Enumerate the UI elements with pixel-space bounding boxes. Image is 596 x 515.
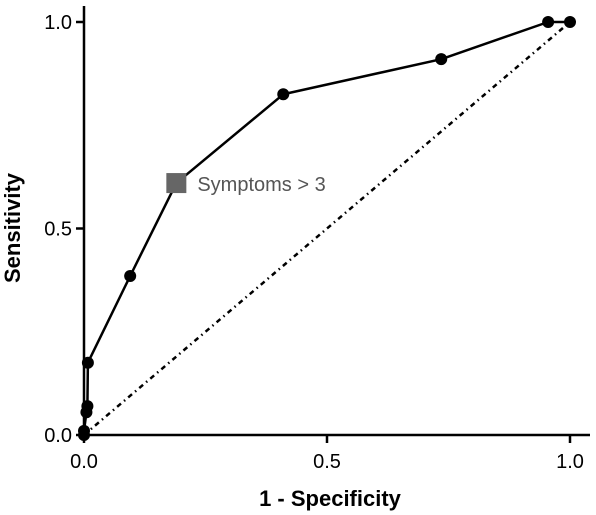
data-point (542, 16, 555, 28)
data-point (81, 356, 94, 369)
data-point (277, 88, 290, 101)
y-tick-label: 0.0 (44, 425, 72, 447)
data-point (435, 53, 448, 66)
roc-series (78, 16, 576, 441)
data-point (564, 16, 576, 28)
x-tick-label: 1.0 (556, 451, 584, 473)
highlight-group: Symptoms > 3 (166, 173, 326, 196)
diagonal-reference-line (83, 21, 571, 436)
y-axis-title: Sensitivity (0, 172, 25, 283)
y-tick-label: 0.5 (44, 219, 72, 241)
x-tick-label: 0.0 (70, 451, 98, 473)
data-point (81, 400, 94, 413)
highlight-marker (166, 173, 187, 194)
data-point (78, 424, 90, 437)
reference-line (83, 21, 571, 436)
y-tick-label: 1.0 (44, 12, 72, 34)
data-point (124, 269, 137, 282)
x-tick-label: 0.5 (313, 451, 341, 473)
x-axis-title: 1 - Specificity (259, 486, 402, 511)
highlight-label: Symptoms > 3 (197, 174, 325, 196)
